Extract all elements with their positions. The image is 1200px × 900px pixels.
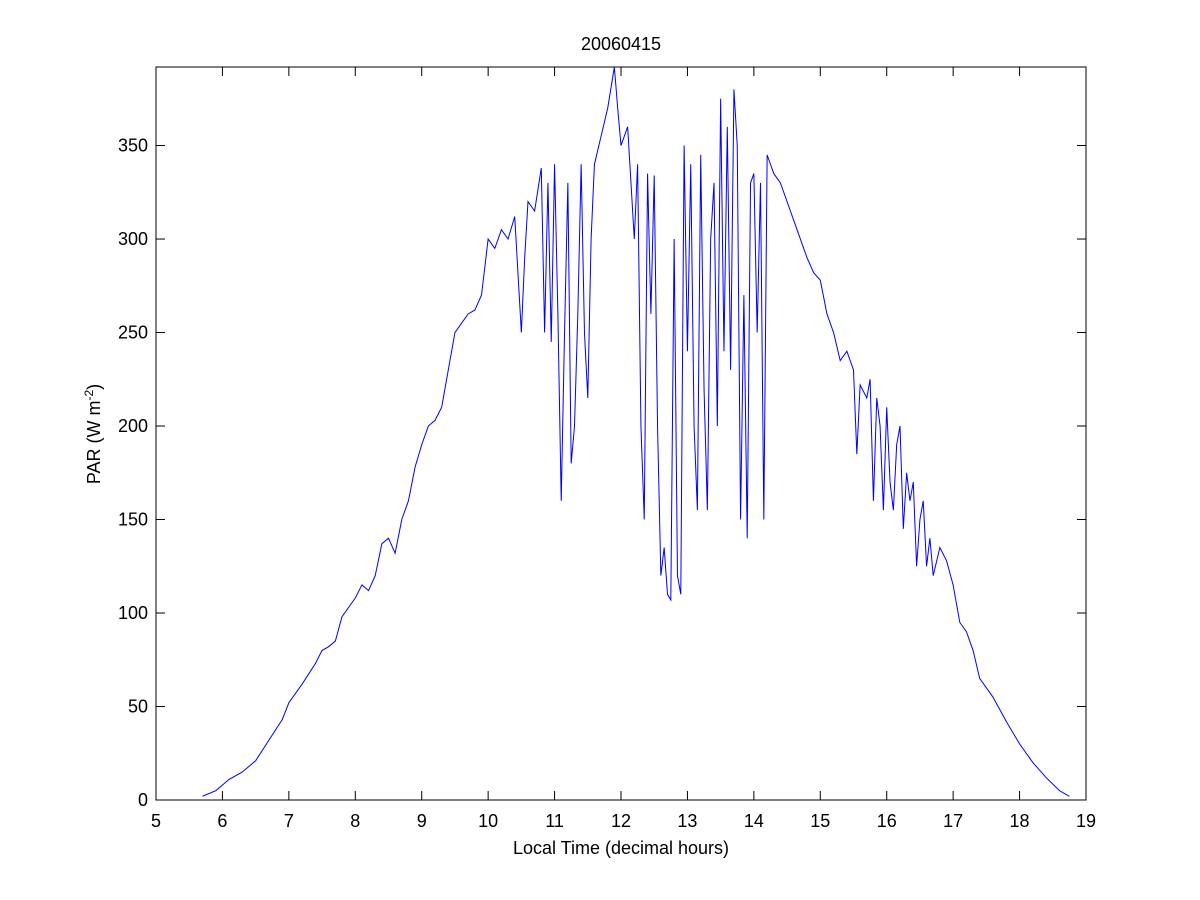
x-axis-label: Local Time (decimal hours) — [513, 838, 729, 858]
y-tick-label: 0 — [138, 790, 148, 810]
chart-title: 20060415 — [581, 34, 661, 54]
x-tick-label: 5 — [151, 811, 161, 831]
x-tick-label: 10 — [478, 811, 498, 831]
x-tick-label: 17 — [943, 811, 963, 831]
y-tick-label: 250 — [118, 323, 148, 343]
x-tick-label: 13 — [677, 811, 697, 831]
y-axis-label-text: PAR (W m — [84, 401, 104, 485]
x-tick-label: 8 — [350, 811, 360, 831]
x-tick-label: 15 — [810, 811, 830, 831]
y-tick-label: 100 — [118, 603, 148, 623]
x-tick-label: 18 — [1010, 811, 1030, 831]
x-tick-label: 11 — [545, 811, 564, 831]
y-tick-label: 300 — [118, 229, 148, 249]
y-axis-label: PAR (W m-2) — [82, 384, 104, 484]
y-tick-label: 150 — [118, 510, 148, 530]
y-tick-label: 350 — [118, 136, 148, 156]
x-tick-label: 14 — [744, 811, 764, 831]
data-line — [202, 66, 1070, 797]
x-tick-label: 19 — [1076, 811, 1096, 831]
y-tick-label: 200 — [118, 416, 148, 436]
x-tick-label: 7 — [284, 811, 294, 831]
x-tick-label: 6 — [217, 811, 227, 831]
y-tick-label: 50 — [128, 697, 148, 717]
x-tick-label: 12 — [611, 811, 631, 831]
y-axis-label-end: ) — [84, 384, 104, 390]
x-tick-label: 9 — [417, 811, 427, 831]
y-axis-label-sup: -2 — [82, 390, 96, 401]
x-tick-label: 16 — [877, 811, 897, 831]
